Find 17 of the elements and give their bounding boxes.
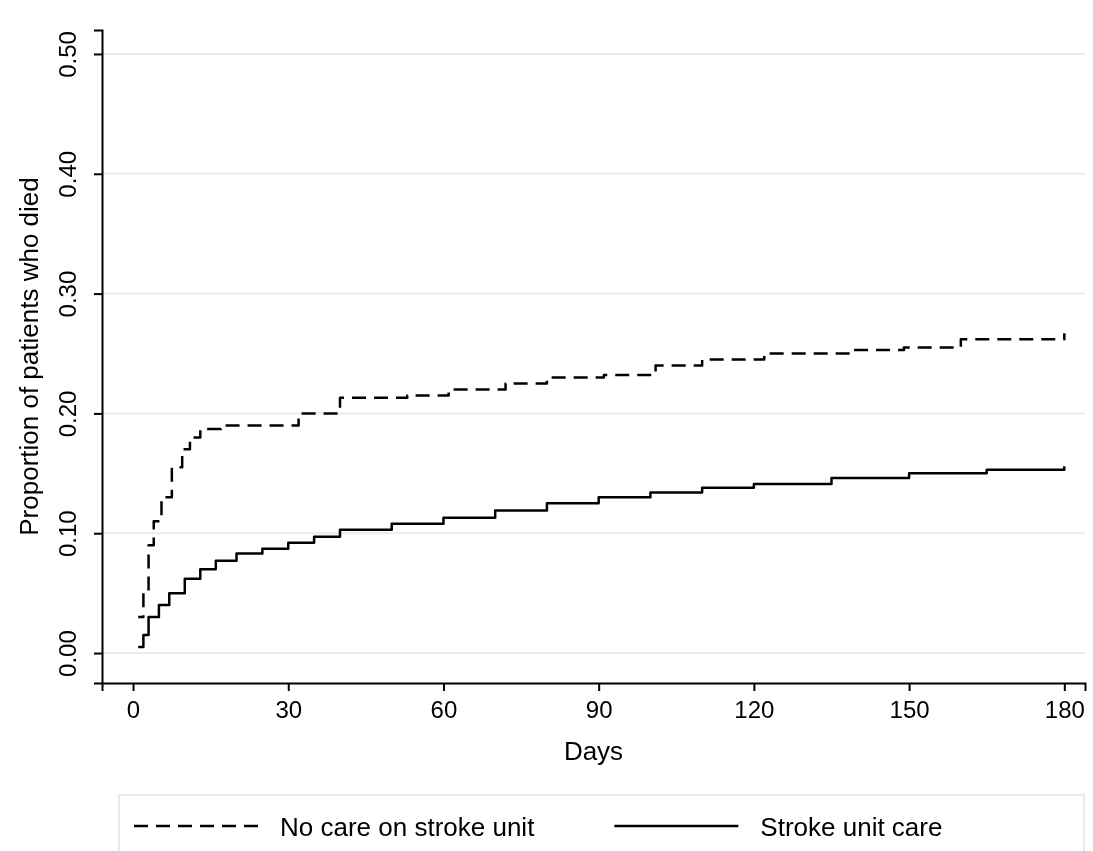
y-axis-title: Proportion of patients who died <box>14 177 44 536</box>
x-tick-label: 60 <box>430 696 458 723</box>
x-axis-title: Days <box>563 736 624 766</box>
y-tick-label: 0.20 <box>54 390 81 438</box>
x-tick-label: 0 <box>126 696 141 723</box>
x-tick-label: 30 <box>275 696 303 723</box>
legend-label: Stroke unit care <box>760 812 943 842</box>
y-tick-label: 0.10 <box>54 510 81 558</box>
x-tick-label: 120 <box>734 696 775 723</box>
y-tick-label: 0.50 <box>54 31 81 78</box>
y-tick-label: 0.30 <box>54 270 81 318</box>
legend-label: No care on stroke unit <box>280 812 536 842</box>
y-tick-label: 0.40 <box>54 150 81 198</box>
x-tick-label: 150 <box>889 696 930 723</box>
x-tick-label: 90 <box>585 696 613 723</box>
y-tick-label: 0.00 <box>54 630 81 677</box>
x-tick-label: 180 <box>1044 696 1085 723</box>
